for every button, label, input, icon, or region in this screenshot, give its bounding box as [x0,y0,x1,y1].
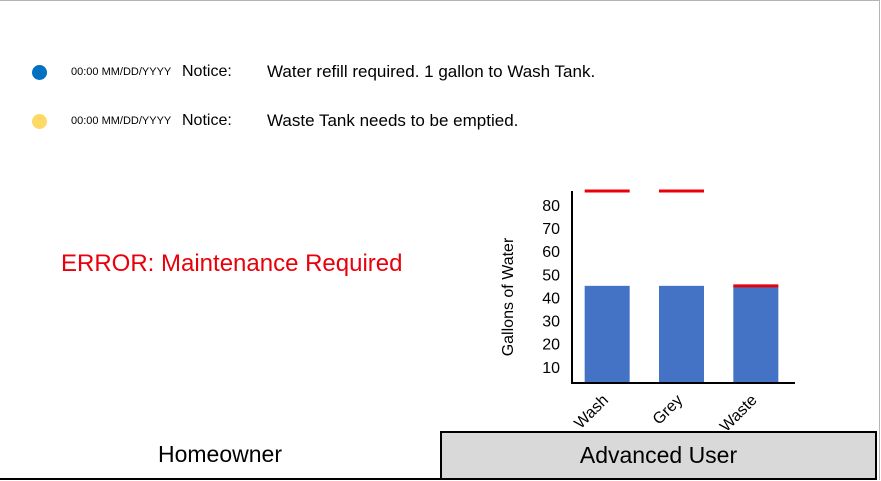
y-tick-label: 70 [542,221,560,238]
x-tick-label: Wash [571,392,612,430]
y-tick-label: 10 [542,360,560,377]
y-tick-label: 60 [542,244,560,261]
bar-grey [659,285,704,383]
bar-wash [584,285,630,383]
tank-levels-chart: Gallons of Water 10 20 30 40 50 60 70 80 Wash Grey… [500,189,795,430]
y-tick-label: 30 [542,314,560,331]
user-mode-tabs: Homeowner Advanced User [0,431,881,481]
notice-row-waste-tank: 00:00 MM/DD/YYYY Notice: Waste Tank need… [32,110,518,132]
x-tick-label: Waste [717,392,761,430]
notice-timestamp: 00:00 MM/DD/YYYY [71,115,172,127]
bar-waste [733,285,779,383]
x-tick-label: Grey [650,392,687,429]
tab-homeowner[interactable]: Homeowner [0,431,440,480]
notice-row-water-refill: 00:00 MM/DD/YYYY Notice: Water refill re… [32,61,595,83]
tab-advanced-user[interactable]: Advanced User [440,431,877,480]
y-tick-label: 80 [542,198,560,215]
error-message: ERROR: Maintenance Required [61,250,403,277]
notice-message: Waste Tank needs to be emptied. [267,111,519,130]
y-axis-label: Gallons of Water [500,237,517,356]
status-dot-icon [32,113,47,129]
status-dot-icon [32,64,47,80]
notice-message: Water refill required. 1 gallon to Wash … [267,62,596,81]
notice-type: Notice: [182,112,232,129]
y-tick-label: 50 [542,267,560,284]
y-tick-label: 20 [542,337,560,354]
notice-timestamp: 00:00 MM/DD/YYYY [71,66,172,78]
y-tick-label: 40 [542,290,560,307]
notice-type: Notice: [182,63,232,80]
